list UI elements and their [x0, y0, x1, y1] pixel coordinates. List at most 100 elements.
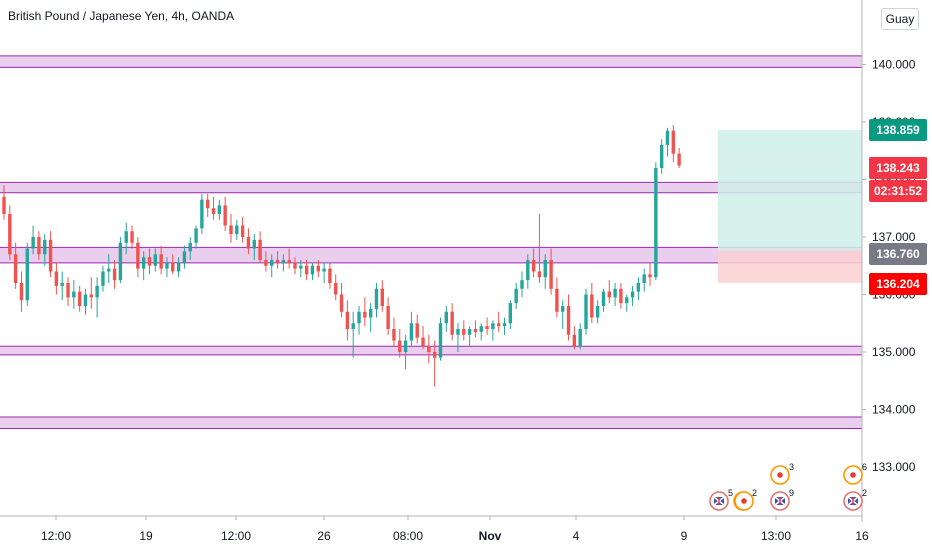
candle[interactable]: [287, 248, 291, 269]
candle[interactable]: [147, 248, 152, 275]
candle[interactable]: [270, 254, 274, 278]
candle[interactable]: [252, 234, 256, 260]
candle[interactable]: [491, 320, 495, 341]
candle[interactable]: [141, 251, 146, 281]
candle[interactable]: [421, 326, 425, 350]
candle[interactable]: [43, 234, 47, 266]
event-flag-icon[interactable]: 5: [709, 488, 733, 511]
candle[interactable]: [392, 317, 396, 347]
candle[interactable]: [590, 283, 594, 324]
candle[interactable]: [153, 248, 158, 272]
candle[interactable]: [526, 254, 530, 289]
candle[interactable]: [171, 254, 175, 275]
event-flag-icon[interactable]: 2: [843, 488, 867, 511]
candle[interactable]: [607, 280, 611, 304]
candle[interactable]: [479, 323, 483, 341]
candle[interactable]: [246, 228, 251, 255]
candle[interactable]: [357, 306, 361, 335]
event-dot-icon[interactable]: [734, 491, 754, 511]
candle[interactable]: [677, 147, 681, 168]
event-dot-icon[interactable]: 6: [843, 462, 867, 485]
candle[interactable]: [211, 196, 216, 220]
candle[interactable]: [37, 231, 41, 260]
candle[interactable]: [159, 245, 163, 275]
candle[interactable]: [72, 280, 76, 309]
candle[interactable]: [566, 294, 571, 341]
candle[interactable]: [578, 323, 582, 350]
candle[interactable]: [561, 300, 565, 329]
candle[interactable]: [13, 242, 18, 289]
user-badge[interactable]: Guay: [881, 8, 919, 30]
candle[interactable]: [304, 260, 309, 281]
candle[interactable]: [188, 237, 192, 260]
candle[interactable]: [206, 193, 210, 217]
candle[interactable]: [264, 251, 268, 272]
candle[interactable]: [66, 277, 70, 306]
candle[interactable]: [217, 199, 222, 220]
candle[interactable]: [2, 185, 6, 220]
event-dot-icon[interactable]: 3: [770, 462, 794, 485]
candle[interactable]: [334, 274, 338, 301]
candle[interactable]: [636, 277, 641, 301]
candle[interactable]: [310, 262, 315, 281]
candle[interactable]: [124, 222, 128, 255]
candle[interactable]: [665, 127, 670, 157]
candle[interactable]: [130, 225, 134, 249]
horizontal-zone[interactable]: [0, 345, 862, 356]
candle[interactable]: [438, 317, 443, 361]
candle[interactable]: [31, 225, 35, 255]
candle[interactable]: [462, 320, 466, 341]
candle[interactable]: [555, 277, 559, 318]
candle[interactable]: [380, 280, 384, 312]
candle[interactable]: [281, 254, 286, 272]
candle[interactable]: [444, 306, 449, 332]
candle[interactable]: [497, 311, 501, 332]
candle[interactable]: [112, 260, 117, 289]
candle[interactable]: [182, 245, 187, 269]
candle[interactable]: [374, 283, 379, 318]
candle[interactable]: [648, 262, 652, 286]
candle[interactable]: [473, 320, 478, 338]
candle[interactable]: [415, 314, 419, 344]
candle[interactable]: [293, 257, 297, 275]
candle[interactable]: [83, 288, 88, 315]
candle[interactable]: [118, 237, 123, 283]
candle[interactable]: [25, 242, 29, 306]
candle[interactable]: [299, 260, 303, 278]
candle[interactable]: [642, 268, 646, 292]
candle[interactable]: [450, 303, 454, 341]
event-flag-icon[interactable]: 9: [770, 488, 794, 511]
candle[interactable]: [572, 326, 577, 350]
candle[interactable]: [531, 248, 536, 278]
candle[interactable]: [165, 257, 169, 278]
candle[interactable]: [316, 260, 320, 278]
candle[interactable]: [107, 254, 111, 283]
candle[interactable]: [363, 297, 367, 327]
candle[interactable]: [514, 283, 518, 309]
candle[interactable]: [508, 300, 513, 329]
candle[interactable]: [95, 277, 99, 318]
candle[interactable]: [89, 277, 93, 309]
candle[interactable]: [194, 225, 198, 249]
candle[interactable]: [322, 262, 326, 283]
candle[interactable]: [432, 340, 437, 387]
candle[interactable]: [101, 265, 105, 292]
candle[interactable]: [654, 162, 658, 281]
horizontal-zone[interactable]: [0, 55, 862, 68]
candle[interactable]: [339, 283, 344, 318]
candle[interactable]: [386, 297, 390, 335]
candle[interactable]: [613, 283, 617, 306]
candle[interactable]: [409, 311, 414, 347]
candle[interactable]: [625, 294, 629, 312]
candle[interactable]: [8, 205, 12, 260]
candle[interactable]: [595, 300, 600, 324]
candle[interactable]: [60, 271, 64, 301]
position-stop-zone[interactable]: [718, 250, 862, 283]
candle[interactable]: [328, 262, 332, 289]
candle[interactable]: [630, 285, 635, 306]
position-target-zone[interactable]: [718, 130, 862, 251]
candle[interactable]: [223, 196, 227, 232]
candle[interactable]: [584, 288, 588, 335]
candle[interactable]: [136, 237, 140, 278]
candle[interactable]: [427, 334, 431, 364]
